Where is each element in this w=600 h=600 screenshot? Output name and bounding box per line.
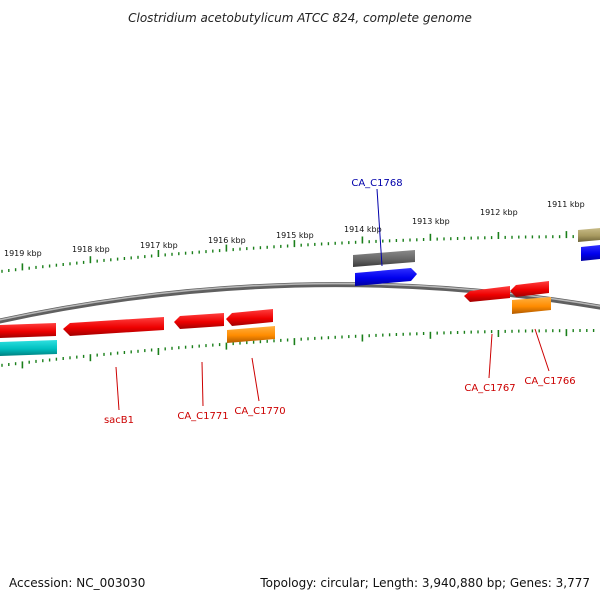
upper-tick-ruler: [1, 231, 595, 273]
accession-text: Accession: NC_003030: [9, 576, 145, 590]
gene-ca-c1770-orange-feature[interactable]: [227, 326, 275, 343]
tick-label-1915kbp: 1915 kbp: [276, 231, 314, 240]
gene-label-ca-c1767[interactable]: CA_C1767: [464, 383, 515, 394]
gene-ca-c1767-feature[interactable]: [464, 286, 510, 302]
gene-label-ca-c1768[interactable]: CA_C1768: [351, 178, 402, 189]
blue-feature-right[interactable]: [581, 245, 600, 261]
leader-ca-c1767: [488, 333, 493, 379]
tick-label-1913kbp: 1913 kbp: [412, 217, 450, 226]
gene-label-sacb1[interactable]: sacB1: [104, 415, 134, 426]
cyan-feature-left[interactable]: [0, 340, 57, 356]
gene-ca-c1771-feature[interactable]: [174, 313, 224, 329]
leader-ca-c1768: [376, 188, 383, 267]
tick-label-1912kbp: 1912 kbp: [480, 208, 518, 217]
leader-ca-c1771: [201, 361, 204, 407]
gene-ca-c1766-orange-feature[interactable]: [512, 297, 551, 314]
tick-label-1914kbp: 1914 kbp: [344, 225, 382, 234]
gene-label-ca-c1771[interactable]: CA_C1771: [177, 411, 228, 422]
leader-ca-c1766: [534, 328, 550, 372]
tick-label-1917kbp: 1917 kbp: [140, 241, 178, 250]
gene-ca-c1766-red-feature[interactable]: [510, 281, 549, 297]
tick-label-1918kbp: 1918 kbp: [72, 245, 110, 254]
map-title: Clostridium acetobutylicum ATCC 824, com…: [128, 11, 472, 25]
gene-label-ca-c1770[interactable]: CA_C1770: [234, 406, 285, 417]
tick-label-1916kbp: 1916 kbp: [208, 236, 246, 245]
genome-summary-text: Topology: circular; Length: 3,940,880 bp…: [259, 576, 590, 590]
gene-ca-c1770-red-feature[interactable]: [226, 309, 273, 326]
olive-feature[interactable]: [578, 228, 600, 242]
gene-ca-c1768-gray-feature[interactable]: [353, 250, 415, 267]
tick-label-1919kbp: 1919 kbp: [4, 249, 42, 258]
gene-label-ca-c1766[interactable]: CA_C1766: [524, 376, 575, 387]
leader-sacb1: [115, 366, 120, 411]
lower-tick-ruler: [1, 329, 595, 369]
gene-sacb1-feature[interactable]: [63, 317, 164, 336]
red-feature-left[interactable]: [0, 323, 56, 338]
gene-ca-c1768-blue-feature[interactable]: [355, 268, 417, 286]
tick-label-1911kbp: 1911 kbp: [547, 200, 585, 209]
leader-ca-c1770: [251, 357, 260, 402]
